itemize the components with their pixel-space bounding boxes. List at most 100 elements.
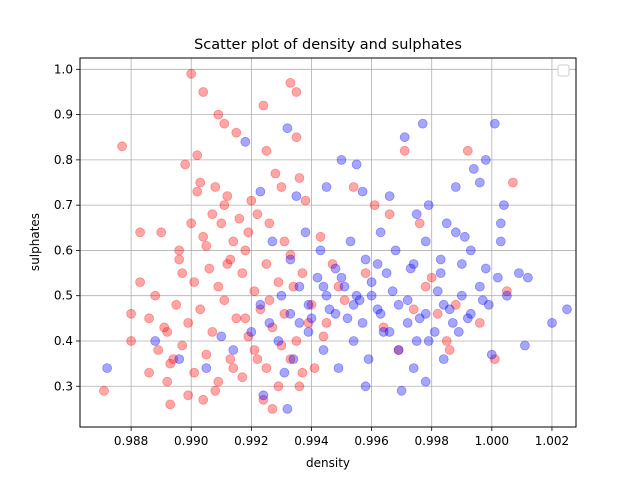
blue-data-point <box>378 326 389 337</box>
red-data-point <box>222 259 233 269</box>
red-data-point <box>186 218 197 229</box>
blue-data-point <box>523 272 533 283</box>
red-data-point <box>297 367 308 378</box>
red-data-point <box>474 317 485 328</box>
chart-title: Scatter plot of density and sulphates <box>194 37 462 53</box>
red-data-point <box>252 354 263 365</box>
blue-data-point <box>318 345 329 355</box>
red-data-point <box>198 394 209 405</box>
red-data-point <box>294 173 305 183</box>
red-data-point <box>279 236 290 247</box>
red-data-point <box>273 381 284 392</box>
blue-data-point <box>456 259 467 269</box>
blue-data-point <box>399 132 410 143</box>
red-data-point <box>231 127 242 138</box>
red-data-point <box>144 313 155 324</box>
blue-data-point <box>336 154 347 165</box>
blue-data-point <box>453 326 464 337</box>
grid-lines <box>80 58 576 427</box>
blue-data-point <box>276 290 287 301</box>
red-data-point <box>249 345 260 355</box>
blue-data-point <box>306 313 317 324</box>
red-data-point <box>219 295 230 306</box>
blue-data-point <box>429 326 440 337</box>
red-data-point <box>156 227 167 238</box>
red-data-point <box>267 403 278 414</box>
red-data-point <box>309 363 320 374</box>
red-data-point <box>228 236 239 247</box>
y-axis-ticks: 0.3 0.4 0.5 0.6 0.7 0.8 0.9 1.0 <box>54 62 80 393</box>
red-data-point <box>204 263 215 274</box>
red-data-point <box>186 68 197 79</box>
red-data-point <box>210 182 221 192</box>
y-tick-label: 0.5 <box>54 289 73 303</box>
blue-data-point <box>312 272 323 283</box>
blue-data-point <box>354 295 365 306</box>
blue-data-point <box>489 118 500 129</box>
blue-data-point <box>486 349 497 360</box>
blue-data-point <box>303 326 314 337</box>
blue-data-point <box>291 191 302 202</box>
red-data-point <box>249 286 260 297</box>
blue-data-point <box>420 236 431 247</box>
empty-legend-box <box>557 64 570 77</box>
red-data-point <box>426 272 437 283</box>
blue-data-point <box>462 313 473 324</box>
blue-data-point <box>351 159 362 170</box>
red-data-point <box>294 381 305 392</box>
red-data-point <box>117 141 127 152</box>
red-data-point <box>246 195 257 206</box>
blue-data-point <box>435 268 446 279</box>
red-data-point <box>240 245 251 256</box>
red-data-point <box>462 145 473 156</box>
blue-data-point <box>264 317 275 328</box>
red-data-point <box>291 132 302 143</box>
red-data-point <box>276 182 287 192</box>
red-data-point <box>192 150 203 161</box>
red-data-point <box>270 168 281 179</box>
red-data-point <box>393 345 404 355</box>
red-data-point <box>237 268 248 279</box>
blue-data-point <box>498 200 509 211</box>
blue-data-point <box>303 299 314 310</box>
red-data-point <box>285 250 296 260</box>
red-data-point <box>135 277 146 288</box>
x-tick-label: 0.994 <box>294 434 328 448</box>
blue-data-point <box>562 304 572 315</box>
red-data-point <box>303 317 314 328</box>
blue-data-point <box>381 268 392 279</box>
blue-data-point <box>474 281 485 292</box>
blue-data-point <box>351 290 362 301</box>
blue-data-point <box>547 317 557 328</box>
red-data-point <box>168 354 179 365</box>
red-data-point <box>243 227 254 238</box>
blue-data-point <box>372 259 383 269</box>
x-tick-label: 0.992 <box>234 434 268 448</box>
blue-data-point <box>282 403 293 414</box>
red-data-point <box>189 367 200 378</box>
y-tick-label: 0.7 <box>54 198 73 212</box>
red-data-point <box>213 376 224 387</box>
blue-data-point <box>450 227 461 238</box>
blue-data-point <box>285 308 296 319</box>
red-data-point <box>195 177 206 188</box>
blue-data-point <box>495 236 506 247</box>
red-data-point <box>408 304 419 315</box>
blue-data-point <box>447 317 458 328</box>
blue-data-point <box>102 363 112 374</box>
blue-data-point <box>240 136 251 147</box>
red-data-point <box>198 231 209 242</box>
red-data-point <box>135 227 146 238</box>
blue-data-point <box>393 345 404 355</box>
blue-data-point <box>492 272 503 283</box>
red-data-point <box>508 177 518 188</box>
blue-data-point <box>228 345 239 355</box>
y-tick-label: 0.8 <box>54 153 73 167</box>
red-data-point <box>177 340 188 351</box>
red-data-point <box>150 290 161 301</box>
blue-data-point <box>435 254 446 265</box>
blue-data-point <box>414 313 425 324</box>
blue-data-point <box>480 154 491 165</box>
red-data-point <box>198 87 209 97</box>
blue-data-point <box>174 354 185 365</box>
